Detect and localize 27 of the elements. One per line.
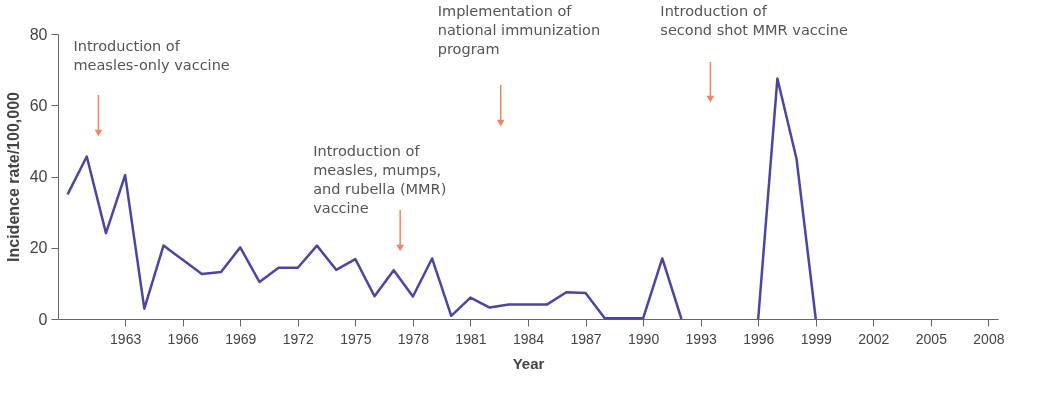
y-tick-label: 20	[29, 239, 48, 257]
annotation: Introduction of second shot MMR vaccine	[660, 3, 848, 38]
annotation: Introduction of measles-only vaccine	[73, 38, 230, 73]
x-tick-label: 1984	[512, 330, 545, 347]
x-tick-label: 2008	[973, 330, 1005, 347]
x-tick-label: 1981	[455, 330, 487, 347]
x-tick-label: 1969	[225, 330, 257, 347]
x-tick-label: 1966	[167, 330, 199, 347]
y-tick-label: 0	[38, 310, 48, 328]
x-tick-label: 1987	[570, 330, 602, 347]
x-tick-label: 1972	[282, 330, 315, 347]
y-axis-title: Incidence rate/100,000	[4, 91, 22, 262]
y-tick-label: 80	[29, 25, 48, 43]
x-tick-label: 1978	[397, 330, 430, 347]
x-tick-label: 1999	[800, 330, 833, 347]
x-tick-label: 2002	[858, 330, 890, 347]
x-tick-label: 1990	[628, 330, 660, 347]
x-tick-label: 2005	[915, 330, 948, 347]
annotation: Implementation of national immunization program	[437, 3, 601, 57]
x-tick-label: 1963	[110, 330, 142, 347]
x-axis-title: Year	[512, 354, 545, 372]
x-tick-label: 1996	[743, 330, 775, 347]
y-tick-label: 40	[29, 168, 48, 185]
x-tick-label: 1975	[340, 330, 372, 347]
y-tick-label: 60	[29, 96, 48, 114]
x-tick-label: 1993	[685, 330, 717, 347]
annotation: Introduction of measles, mumps, and rubella (MMR) vaccine	[313, 143, 447, 216]
